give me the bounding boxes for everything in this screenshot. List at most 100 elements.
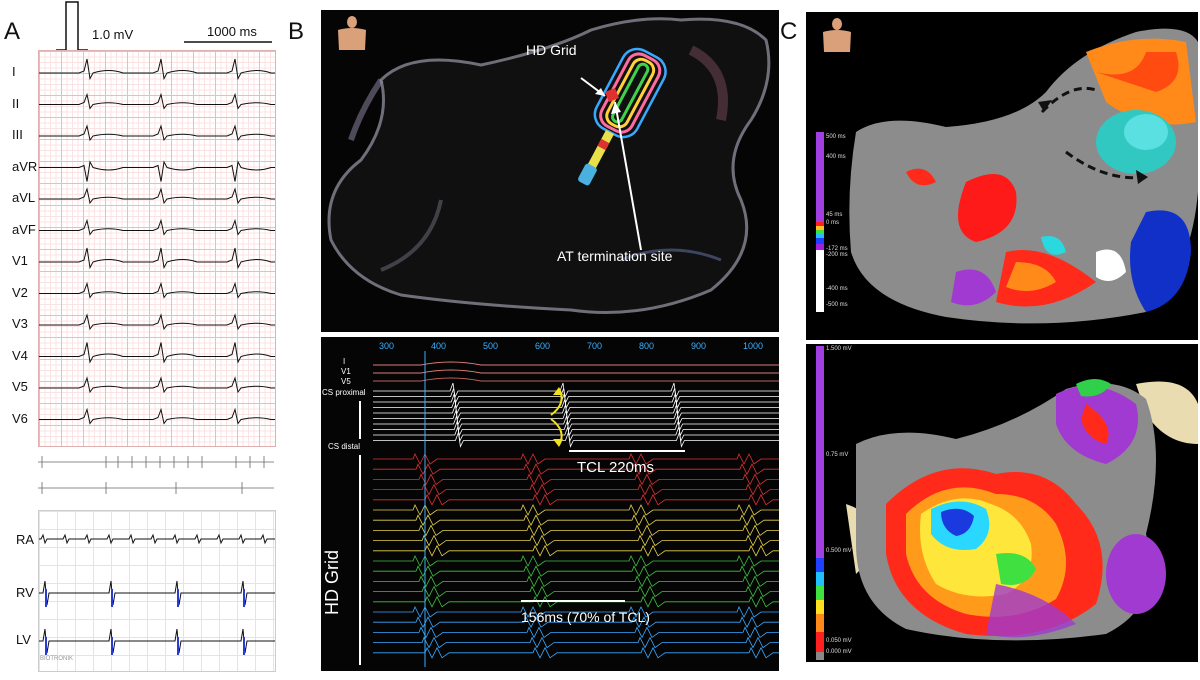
interval-bar — [521, 600, 625, 602]
time-tick: 300 — [379, 341, 395, 351]
device-brand: BIOTRONIK — [40, 656, 74, 662]
panel-c-letter: C — [780, 18, 798, 45]
hd-grid-electrogram — [373, 504, 779, 516]
annotation-arrows — [580, 77, 642, 251]
hd-grid-electrogram — [373, 493, 779, 506]
grid-signals-label: HD Grid — [322, 549, 342, 615]
volt-scale-005: 0.050 mV — [826, 638, 852, 644]
anatomical-map-view: HD Grid AT termination site — [321, 10, 779, 332]
hd-grid-electrogram — [373, 534, 779, 547]
signal-label-cs-proximal: CS proximal — [322, 388, 366, 397]
voltage-colorbar — [816, 346, 824, 660]
hd-grid-electrogram — [373, 616, 779, 629]
ecg-trace-v5 — [39, 376, 275, 394]
lead-label-v3: V3 — [12, 316, 28, 331]
lead-label-i: I — [12, 64, 16, 79]
lead-label-avl: aVL — [12, 190, 36, 205]
cs-bracket — [359, 401, 361, 439]
hd-grid-electrogram — [373, 473, 779, 486]
ecg-trace-v3 — [39, 313, 275, 331]
device-egm-recording — [38, 510, 276, 672]
hd-grid-electrogram — [373, 575, 779, 588]
ecg-trace-v4 — [39, 342, 275, 364]
voltage-map: 1.500 mV 0.75 mV 0.500 mV 0.050 mV 0.000… — [806, 344, 1198, 662]
surface-lead-trace — [373, 369, 779, 374]
act-scale-neg400: -400 ms — [826, 286, 848, 292]
ecg-trace-v1 — [39, 247, 275, 270]
tcl-label: TCL 220ms — [577, 459, 654, 476]
lead-label-avr: aVR — [12, 158, 38, 174]
hd-grid-electrogram — [373, 463, 779, 476]
surface-lead-trace — [373, 377, 779, 382]
signal-label-i: I — [343, 357, 346, 366]
cs-electrogram — [373, 382, 779, 399]
cs-electrogram — [373, 432, 779, 448]
time-scale-bar — [184, 41, 272, 43]
panel-a-letter: A — [4, 18, 21, 45]
hd-grid-electrogram — [373, 524, 779, 537]
calibration-pulse — [56, 1, 88, 51]
lead-label-ra: RA — [16, 532, 35, 547]
lead-label-v1: V1 — [12, 253, 28, 268]
activation-map: 500 ms 400 ms 45 ms 0 ms -172 ms -200 ms… — [806, 12, 1198, 340]
twelve-lead-ecg — [38, 50, 276, 447]
act-scale-45: 45 ms — [826, 212, 843, 218]
hd-grid-electrogram — [373, 585, 779, 598]
time-tick: 400 — [431, 341, 447, 351]
termination-site-label: AT termination site — [557, 248, 673, 264]
device-trace-rv — [39, 580, 275, 606]
hd-grid-electrogram — [373, 483, 779, 496]
device-trace-lv — [39, 628, 275, 654]
lead-label-iii: III — [12, 127, 23, 142]
lead-label-rv: RV — [16, 585, 34, 600]
yellow-activation-arrows — [550, 387, 563, 447]
hd-grid-electrogram — [373, 514, 779, 527]
grid-bracket — [359, 455, 361, 665]
catheter-label: HD Grid — [526, 42, 577, 58]
signal-label-cs-distal: CS distal — [328, 442, 361, 451]
voltage-scale-label: 1.0 mV — [92, 27, 134, 42]
volt-scale-075: 0.75 mV — [826, 452, 849, 458]
lead-label-v4: V4 — [12, 347, 28, 363]
volt-scale-050: 0.500 mV — [826, 548, 852, 554]
lead-label-ii: II — [12, 95, 20, 111]
ecg-trace-i — [39, 58, 275, 81]
hd-grid-electrogram — [373, 453, 779, 465]
device-egm-traces — [39, 533, 275, 655]
ecg-trace-ii — [39, 92, 275, 110]
surface-lead-trace — [373, 361, 779, 366]
hd-grid-electrogram — [373, 626, 779, 639]
hd-grid-catheter — [578, 47, 667, 186]
time-tick: 800 — [639, 341, 655, 351]
electrogram-view: 300 400 500 600 700 800 900 1000 I V1 V5 CS pro… — [321, 337, 779, 671]
ecg-traces — [39, 58, 275, 425]
signal-label-v1: V1 — [341, 367, 351, 376]
torso-orientation-icon — [338, 16, 366, 50]
hd-grid-electrogram — [373, 555, 779, 567]
intracardiac-electrograms — [373, 351, 779, 667]
hd-grid-electrogram — [373, 544, 779, 557]
volt-scale-top: 1.500 mV — [826, 346, 852, 352]
lead-label-v2: V2 — [12, 284, 28, 300]
ecg-trace-iii — [39, 124, 275, 142]
time-tick: 600 — [535, 341, 551, 351]
time-tick: 500 — [483, 341, 499, 351]
hd-grid-electrogram — [373, 646, 779, 659]
ecg-trace-avf — [39, 218, 275, 236]
activation-atrium-map — [849, 28, 1198, 324]
act-scale-neg200: -200 ms — [826, 252, 848, 258]
panel-b-letter: B — [288, 18, 305, 45]
time-scale-label: 1000 ms — [207, 24, 257, 39]
act-scale-400: 400 ms — [826, 154, 846, 160]
lead-label-v6: V6 — [12, 410, 28, 426]
lead-label-v5: V5 — [12, 379, 28, 394]
left-atrium-shell — [327, 17, 771, 314]
lead-label-lv: LV — [16, 632, 31, 647]
lead-label-avf: aVF — [12, 221, 36, 237]
tcl-bar — [569, 450, 685, 452]
act-scale-0: 0 ms — [826, 220, 840, 226]
ecg-trace-avl — [39, 187, 275, 205]
signal-label-v5: V5 — [341, 377, 351, 386]
activation-colorbar — [816, 132, 824, 312]
hd-grid-electrogram — [373, 606, 779, 618]
